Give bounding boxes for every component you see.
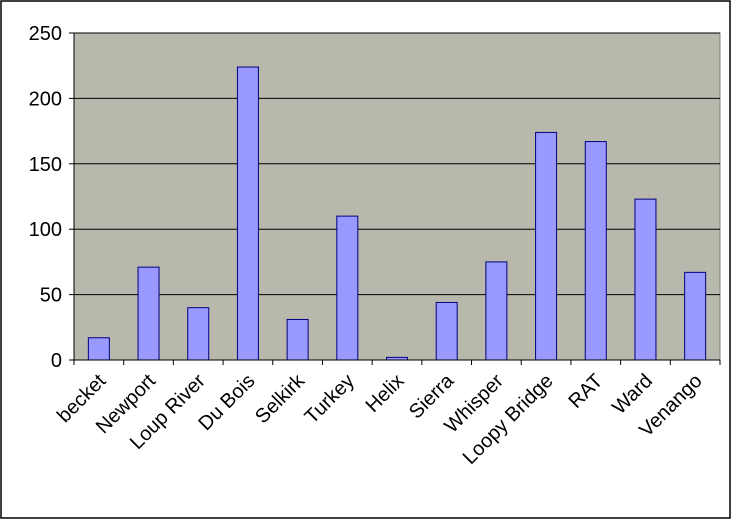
bar: [187, 307, 210, 361]
bar: [87, 337, 110, 361]
y-tick-label: 200: [29, 88, 62, 110]
y-tick-label: 150: [29, 154, 62, 176]
bar: [535, 131, 558, 361]
y-tick-label: 50: [40, 285, 62, 307]
plot-area: [73, 32, 721, 361]
bar: [485, 261, 508, 361]
bar: [634, 198, 657, 361]
bar: [236, 66, 259, 361]
bar: [435, 301, 458, 361]
bar: [336, 215, 359, 361]
bar: [584, 141, 607, 361]
bar: [286, 318, 309, 361]
bar: [137, 266, 160, 361]
y-tick-label: 0: [51, 350, 62, 372]
y-tick-label: 100: [29, 219, 62, 241]
bar: [684, 271, 707, 361]
y-tick-label: 250: [29, 23, 62, 45]
